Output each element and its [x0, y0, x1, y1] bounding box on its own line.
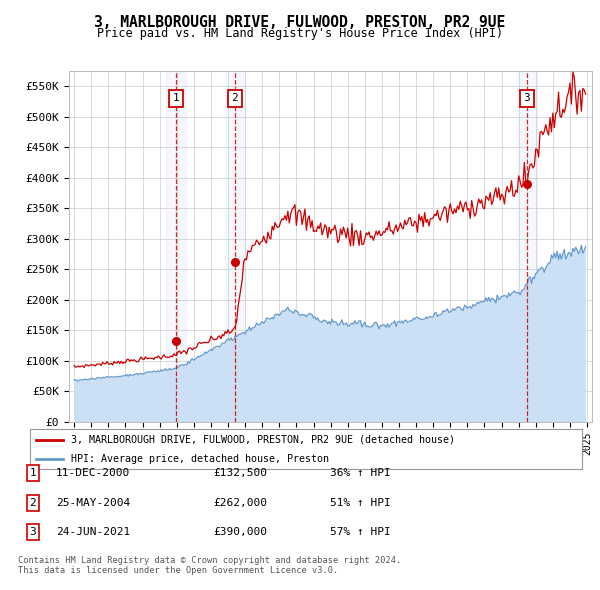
Text: 25-MAY-2004: 25-MAY-2004	[56, 498, 130, 507]
Bar	[517, 71, 537, 422]
Text: 1: 1	[29, 468, 37, 478]
Text: 57% ↑ HPI: 57% ↑ HPI	[329, 527, 391, 537]
Text: £390,000: £390,000	[213, 527, 267, 537]
Bar	[224, 71, 245, 422]
Text: 2: 2	[232, 93, 238, 103]
Text: Price paid vs. HM Land Registry's House Price Index (HPI): Price paid vs. HM Land Registry's House …	[97, 27, 503, 40]
Text: £262,000: £262,000	[213, 498, 267, 507]
Text: 11-DEC-2000: 11-DEC-2000	[56, 468, 130, 478]
Text: 1: 1	[172, 93, 179, 103]
Text: 51% ↑ HPI: 51% ↑ HPI	[329, 498, 391, 507]
Text: 3, MARLBOROUGH DRIVE, FULWOOD, PRESTON, PR2 9UE (detached house): 3, MARLBOROUGH DRIVE, FULWOOD, PRESTON, …	[71, 435, 455, 445]
Text: 3: 3	[524, 93, 530, 103]
Text: 3, MARLBOROUGH DRIVE, FULWOOD, PRESTON, PR2 9UE: 3, MARLBOROUGH DRIVE, FULWOOD, PRESTON, …	[94, 15, 506, 30]
Text: 3: 3	[29, 527, 37, 537]
Text: 2: 2	[29, 498, 37, 507]
Bar	[166, 71, 186, 422]
Text: Contains HM Land Registry data © Crown copyright and database right 2024.
This d: Contains HM Land Registry data © Crown c…	[18, 556, 401, 575]
Text: 24-JUN-2021: 24-JUN-2021	[56, 527, 130, 537]
Text: 36% ↑ HPI: 36% ↑ HPI	[329, 468, 391, 478]
Text: HPI: Average price, detached house, Preston: HPI: Average price, detached house, Pres…	[71, 454, 329, 464]
Text: £132,500: £132,500	[213, 468, 267, 478]
